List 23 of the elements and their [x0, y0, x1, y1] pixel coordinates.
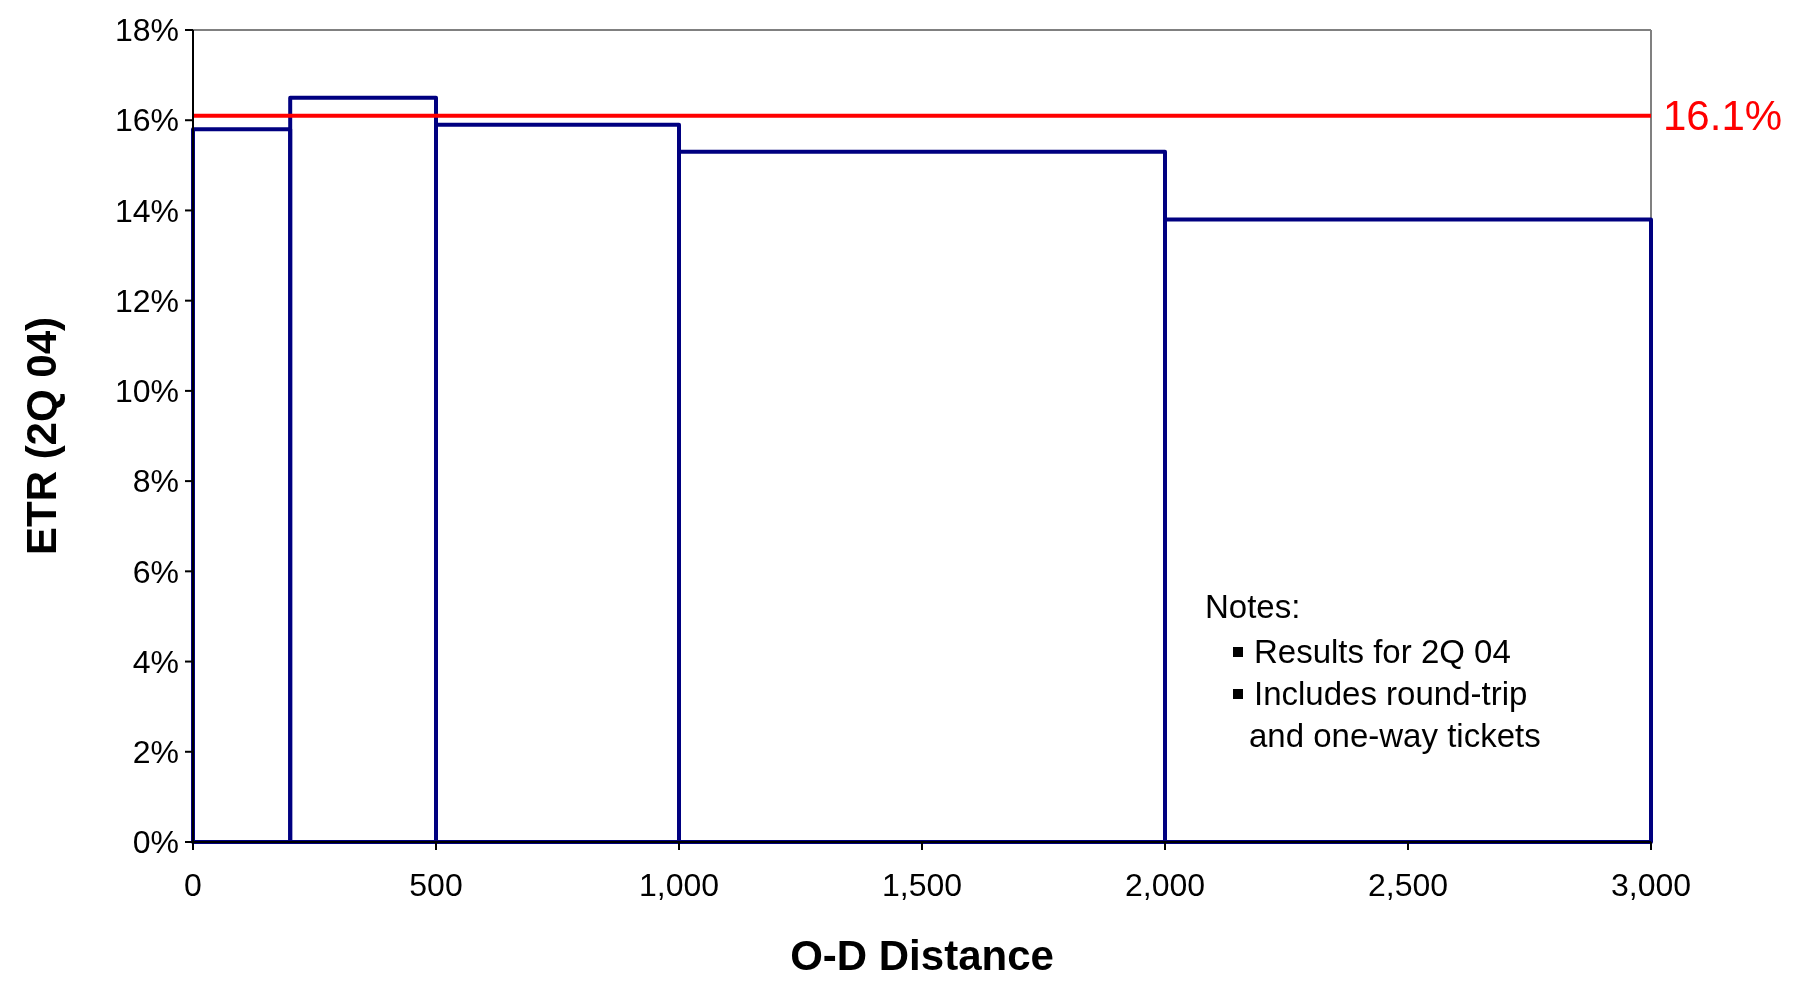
annotation: Includes round-trip and one-way tickets: [1249, 675, 1541, 754]
ref-line-label: 16.1%: [1663, 91, 1783, 139]
x-tick-label: 1,000: [638, 867, 720, 903]
y-tick-label: 18%: [114, 12, 179, 49]
x-tick-label: 3,000: [1610, 867, 1692, 903]
x-tick-label: 500: [409, 867, 463, 903]
y-tick-label: 12%: [114, 282, 179, 319]
y-tick-label: 2%: [132, 733, 179, 770]
x-axis-title: O-D Distance: [790, 932, 1054, 979]
annotation: Notes:: [1205, 588, 1301, 625]
y-tick-label: 0%: [132, 824, 179, 861]
y-tick-label: 4%: [132, 643, 179, 680]
x-tick-label: 2,500: [1367, 867, 1449, 903]
annotation: Results for 2Q 04: [1254, 633, 1511, 670]
y-tick-label: 6%: [132, 553, 179, 590]
y-tick-label: 10%: [114, 373, 179, 410]
y-axis-title: ETR (2Q 04): [18, 316, 65, 556]
y-tick-label: 14%: [114, 192, 179, 229]
y-tick-label: 16%: [114, 102, 179, 139]
y-tick-label: 8%: [132, 463, 179, 500]
x-tick-label: 2,000: [1124, 867, 1206, 903]
x-tick-label: 1,500: [881, 867, 963, 903]
x-tick-label: 0: [184, 867, 202, 903]
